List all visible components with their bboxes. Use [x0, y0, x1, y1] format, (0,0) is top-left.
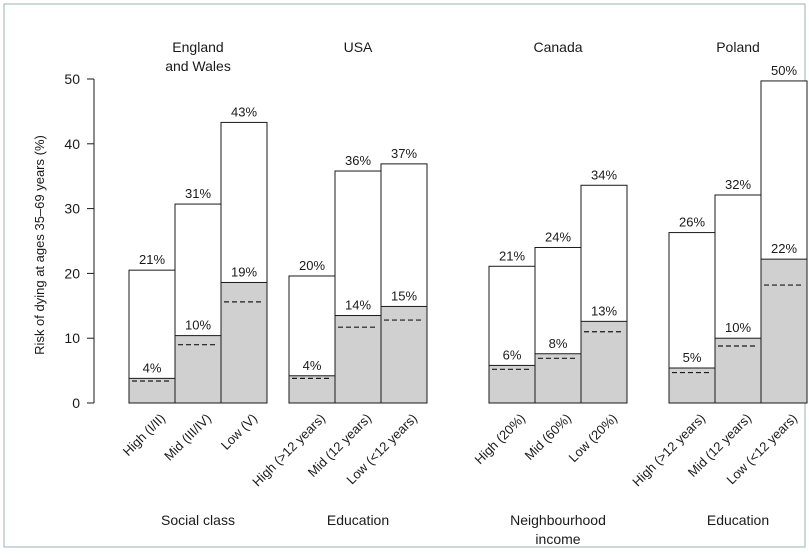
inner-bar	[220, 281, 268, 404]
inner-bar	[760, 258, 808, 404]
inner-bar	[488, 364, 536, 404]
inner-bar	[334, 315, 382, 404]
inner-data-label: 5%	[683, 350, 702, 365]
total-data-label: 32%	[725, 177, 751, 192]
group-title: USA	[344, 39, 373, 55]
inner-data-label: 10%	[185, 318, 211, 333]
inner-bar	[288, 375, 336, 404]
inner-bar	[128, 377, 176, 404]
inner-data-label: 22%	[771, 241, 797, 256]
inner-data-label: 14%	[345, 298, 371, 313]
group-footer-label: Education	[707, 512, 769, 528]
inner-data-label: 10%	[725, 320, 751, 335]
y-tick-label: 50	[64, 71, 80, 87]
total-data-label: 36%	[345, 153, 371, 168]
group-title: Poland	[716, 39, 760, 55]
inner-bar	[668, 367, 716, 404]
group-footer-label: Education	[327, 512, 389, 528]
inner-bar	[714, 337, 762, 404]
y-axis-label: Risk of dying at ages 35–69 years (%)	[32, 135, 47, 355]
group-footer-label: Social class	[161, 512, 235, 528]
total-data-label: 50%	[771, 63, 797, 78]
total-data-label: 24%	[545, 229, 571, 244]
inner-data-label: 13%	[591, 303, 617, 318]
total-data-label: 37%	[391, 146, 417, 161]
group-title: Canada	[533, 39, 582, 55]
y-tick-label: 10	[64, 330, 80, 346]
total-data-label: 20%	[299, 258, 325, 273]
group-title: and Wales	[165, 58, 231, 74]
group-footer-label: income	[535, 531, 580, 547]
inner-data-label: 6%	[503, 347, 522, 362]
total-data-label: 31%	[185, 186, 211, 201]
y-tick-label: 0	[72, 395, 80, 411]
inner-bar	[534, 353, 582, 404]
total-data-label: 21%	[139, 252, 165, 267]
y-tick-label: 30	[64, 201, 80, 217]
inner-data-label: 15%	[391, 288, 417, 303]
total-data-label: 43%	[231, 104, 257, 119]
inner-data-label: 4%	[143, 360, 162, 375]
group-title: England	[172, 39, 223, 55]
y-tick-label: 40	[64, 136, 80, 152]
inner-data-label: 4%	[303, 358, 322, 373]
group-footer-label: Neighbourhood	[510, 512, 606, 528]
inner-bar	[580, 320, 628, 404]
y-tick-label: 20	[64, 265, 80, 281]
total-data-label: 34%	[591, 167, 617, 182]
inner-bar	[174, 335, 222, 404]
inner-bar	[380, 305, 428, 404]
inner-data-label: 8%	[549, 336, 568, 351]
y-axis: 0 10 20 30 40 50	[64, 71, 95, 411]
total-data-label: 21%	[499, 248, 525, 263]
inner-data-label: 19%	[231, 264, 257, 279]
total-data-label: 26%	[679, 215, 705, 230]
